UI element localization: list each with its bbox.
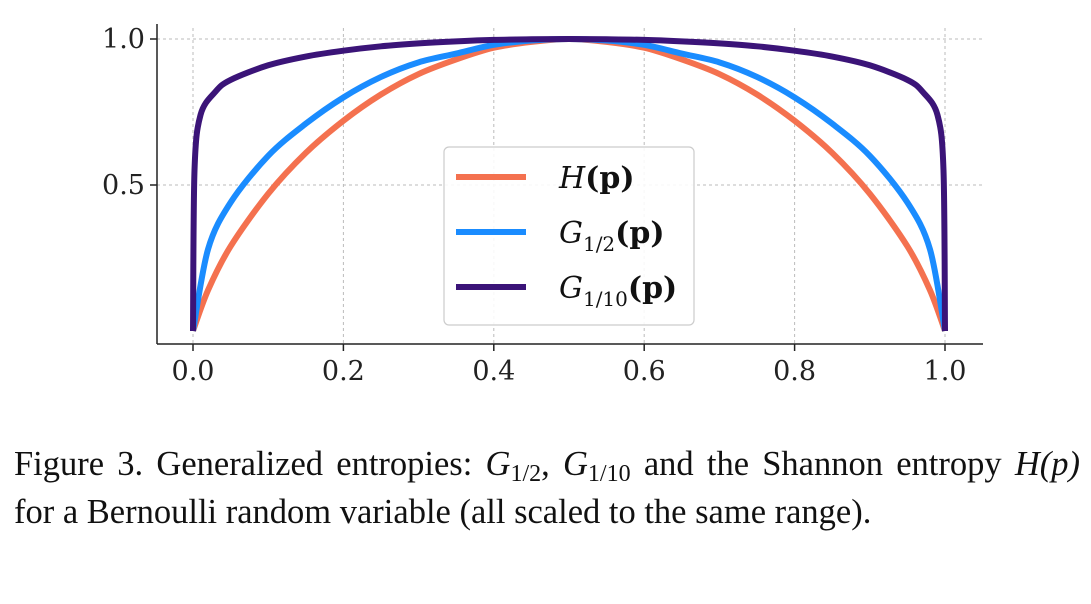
legend-arg-0: (p) [585,161,634,196]
legend: H(p)G1/2(p)G1/10(p) [443,146,695,326]
caption-g-tenth-sub: 1/10 [587,461,631,487]
figure-caption: Figure 3. Generalized entropies: G1/2, G… [14,440,1080,536]
legend-box [443,146,695,326]
x-tick-label: 0.6 [623,356,666,387]
caption-prefix: Figure 3. Generalized entropies: [14,445,486,483]
caption-mid: and the Shannon entropy [630,445,1015,483]
caption-g-half-sub: 1/2 [510,461,542,487]
legend-base-0: H [558,161,586,196]
legend-label-0: H(p) [558,161,635,196]
tick-labels: 0.0 0.2 0.4 0.6 0.8 1.0 0.5 1.0 [102,24,966,387]
x-tick-label: 0.4 [472,356,515,387]
caption-h: H [1014,445,1040,483]
legend-sub-1: 1/2 [583,232,615,256]
legend-sub-2: 1/10 [583,287,628,311]
caption-g-half: G [485,445,511,483]
x-tick-label: 1.0 [924,356,967,387]
x-tick-label: 0.2 [322,356,365,387]
caption-sep: , [541,445,563,483]
x-tick-label: 0.8 [773,356,816,387]
legend-arg-1: (p) [615,216,664,251]
legend-base-2: G [559,271,583,306]
legend-arg-2: (p) [628,271,677,306]
series-layer [190,36,948,333]
y-tick-label: 1.0 [102,24,145,55]
legend-base-1: G [559,216,583,251]
caption-suffix: for a Bernoulli random variable (all sca… [14,493,872,531]
x-tick-label: 0.0 [172,356,215,387]
y-tick-label: 0.5 [102,170,145,201]
legend-label-2: G1/10(p) [559,271,677,311]
legend-label-1: G1/2(p) [559,216,665,256]
series-line-2 [190,36,948,332]
axes [150,24,983,351]
entropy-chart: 0.0 0.2 0.4 0.6 0.8 1.00.51.0 H(p)G1/2(p)G1/1… [102,24,983,387]
caption-h-arg: (p) [1039,445,1080,483]
caption-g-tenth: G [563,445,588,483]
